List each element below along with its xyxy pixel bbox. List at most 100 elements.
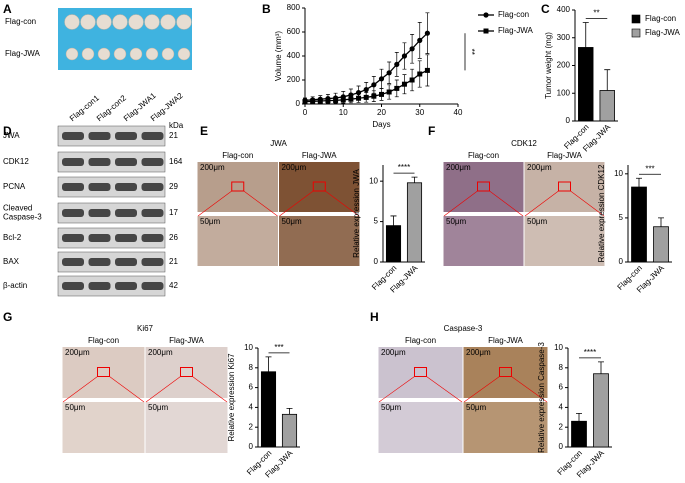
zoom-line bbox=[511, 376, 548, 403]
tumor bbox=[160, 14, 176, 30]
marker bbox=[348, 96, 354, 102]
blot-band bbox=[141, 183, 164, 191]
zoom-box bbox=[558, 181, 571, 192]
marker bbox=[356, 95, 362, 101]
marker bbox=[386, 89, 392, 95]
panel-label: D bbox=[3, 124, 12, 138]
panel-label: F bbox=[428, 124, 435, 138]
zoom-line bbox=[463, 376, 500, 403]
y-tick-label: 5 bbox=[374, 217, 379, 226]
tumor bbox=[112, 14, 128, 30]
ihc-image bbox=[145, 347, 228, 398]
x-tick-label: 30 bbox=[415, 108, 424, 117]
bar bbox=[281, 413, 298, 448]
panel-label: A bbox=[3, 2, 12, 16]
y-axis-label: Volume (mm³) bbox=[274, 31, 283, 82]
panel-label: G bbox=[3, 310, 12, 324]
tumor bbox=[65, 47, 79, 61]
panel-label: H bbox=[370, 310, 379, 324]
error-bar bbox=[636, 177, 642, 188]
scale-label: 50μm bbox=[381, 403, 402, 412]
marker bbox=[483, 12, 489, 18]
panel-label: B bbox=[262, 2, 271, 16]
x-tick-label: 10 bbox=[339, 108, 348, 117]
blot-band bbox=[141, 258, 164, 266]
marker bbox=[417, 37, 423, 44]
tumor bbox=[80, 14, 96, 30]
significance-label: *** bbox=[274, 343, 283, 352]
marker bbox=[340, 97, 346, 103]
bar bbox=[406, 182, 423, 263]
scale-label: 200μm bbox=[65, 348, 90, 357]
legend-swatch bbox=[631, 28, 641, 38]
protein-label: PCNA bbox=[3, 182, 26, 191]
group-label: Flag-con bbox=[88, 336, 119, 345]
y-tick-label: 4 bbox=[249, 403, 254, 412]
zoom-box bbox=[180, 367, 193, 377]
marker bbox=[371, 82, 377, 88]
blot-band bbox=[88, 132, 111, 140]
marker bbox=[483, 28, 489, 34]
y-axis-label: Relative expression CDK12 bbox=[597, 164, 606, 262]
zoom-line bbox=[570, 190, 605, 217]
tumor bbox=[81, 47, 95, 61]
protein-label: Caspase-3 bbox=[3, 213, 42, 222]
ihc-zoom bbox=[443, 216, 524, 266]
marker bbox=[409, 77, 415, 83]
protein-label: Bcl-2 bbox=[3, 233, 22, 242]
zoom-line bbox=[197, 190, 232, 217]
blot-band bbox=[115, 183, 137, 191]
ihc-zoom bbox=[279, 216, 360, 266]
ihc-image bbox=[378, 347, 463, 398]
scale-label: 200μm bbox=[282, 163, 307, 172]
blot-band bbox=[88, 158, 111, 166]
blot-strip bbox=[57, 125, 166, 147]
scale-label: 50μm bbox=[446, 217, 467, 226]
y-axis-label: Tumor weight (mg) bbox=[544, 32, 553, 99]
zoom-box bbox=[312, 181, 326, 192]
marker bbox=[401, 81, 407, 87]
tumor bbox=[129, 47, 143, 61]
ihc-image bbox=[524, 162, 605, 212]
y-tick-label: 10 bbox=[614, 169, 623, 178]
group-label: Flag-con bbox=[468, 151, 499, 160]
blot-strip bbox=[57, 176, 166, 198]
x-tick-label: 40 bbox=[454, 108, 463, 117]
row-label: Flag-JWA bbox=[5, 49, 40, 58]
y-tick-label: 0 bbox=[559, 442, 564, 451]
blot-band bbox=[141, 234, 164, 242]
y-tick-label: 10 bbox=[244, 343, 253, 352]
error-bar bbox=[604, 69, 611, 91]
scale-label: 50μm bbox=[282, 217, 303, 226]
bar bbox=[260, 371, 277, 448]
error-bar bbox=[576, 412, 582, 422]
protein-label: JWA bbox=[3, 131, 20, 140]
tumor bbox=[128, 14, 144, 30]
kda-label: 21 bbox=[169, 257, 178, 266]
y-tick-label: 0 bbox=[374, 257, 379, 266]
x-axis-label: Days bbox=[372, 120, 390, 129]
scale-label: 50μm bbox=[466, 403, 487, 412]
group-label: Flag-JWA bbox=[302, 151, 337, 160]
marker bbox=[348, 92, 354, 98]
marker bbox=[409, 46, 415, 52]
ihc-zoom bbox=[145, 402, 228, 453]
y-tick-label: 0 bbox=[566, 116, 571, 125]
marker bbox=[386, 70, 392, 76]
marker bbox=[363, 87, 369, 93]
error-bar bbox=[658, 217, 664, 227]
tumor bbox=[177, 47, 191, 61]
unit-label: kDa bbox=[169, 121, 184, 130]
marker bbox=[325, 98, 331, 104]
scale-label: 50μm bbox=[527, 217, 548, 226]
tumor bbox=[113, 47, 127, 61]
ihc-zoom bbox=[62, 402, 145, 453]
scale-label: 200μm bbox=[200, 163, 225, 172]
protein-label: β-actin bbox=[3, 281, 27, 290]
blot-strip bbox=[57, 151, 166, 173]
zoom-line bbox=[192, 376, 228, 403]
y-tick-label: 800 bbox=[287, 3, 301, 12]
group-label: Flag-JWA bbox=[488, 336, 523, 345]
zoom-line bbox=[243, 190, 278, 217]
